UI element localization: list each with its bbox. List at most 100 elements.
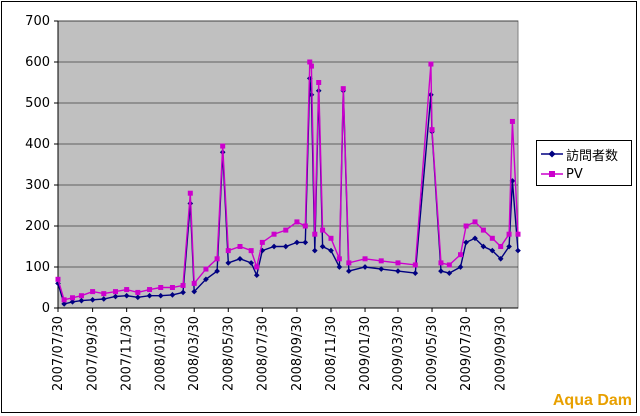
data-point-1 [283,227,289,233]
data-point-0 [237,255,243,262]
legend-label-visitors: 訪問者数 [566,148,619,164]
data-point-1 [506,231,512,237]
data-point-0 [378,266,385,272]
data-point-1 [489,235,495,241]
data-point-0 [169,292,176,298]
x-tick-label: 2009/03/30 [391,316,406,391]
data-point-1 [428,61,434,67]
data-point-1 [203,266,209,272]
y-tick-label: 400 [25,137,50,152]
data-point-1 [515,231,521,237]
data-point-1 [101,291,107,297]
data-point-0 [100,296,107,302]
data-point-0 [328,247,334,254]
data-point-1 [187,190,193,196]
data-point-1 [254,264,260,270]
data-point-1 [147,287,153,293]
data-point-0 [480,243,487,250]
legend: 訪問者数 PV [536,140,632,186]
data-point-1 [509,118,515,124]
x-tick-label: 2007/11/30 [120,316,135,391]
y-tick-label: 600 [25,55,50,70]
data-point-1 [312,231,318,237]
data-point-0 [472,235,478,242]
data-point-1 [395,260,401,266]
x-tick-label: 2008/03/30 [187,316,202,391]
data-point-1 [463,223,469,229]
data-point-1 [302,223,308,229]
data-point-0 [311,247,318,254]
data-point-1 [78,293,84,299]
data-point-1 [446,262,452,268]
data-point-0 [191,288,198,295]
data-point-0 [346,268,352,274]
data-point-0 [135,294,141,301]
data-point-1 [458,252,463,258]
x-tick-label: 2008/05/30 [221,316,236,391]
data-point-0 [225,260,232,266]
data-point-0 [157,292,164,299]
data-point-0 [294,239,300,246]
data-point-0 [457,264,464,270]
legend-swatch-pv [541,171,563,177]
data-point-1 [308,63,314,69]
legend-item-visitors: 訪問者数 [541,145,619,164]
data-point-0 [78,297,85,304]
data-point-0 [69,299,76,305]
data-point-0 [463,239,469,246]
data-point-1 [259,239,265,245]
legend-swatch-visitors [541,150,563,158]
data-point-1 [316,80,322,85]
data-point-1 [169,285,175,290]
watermark-text: Aqua Dam [552,392,632,409]
data-point-0 [506,243,512,250]
data-point-0 [446,270,453,276]
data-point-0 [336,264,343,270]
data-point-1 [472,219,478,225]
x-tick-label: 2009/09/30 [494,316,509,391]
data-point-0 [214,268,220,274]
data-point-1 [90,289,96,295]
data-point-1 [158,285,164,290]
data-point-1 [70,295,76,301]
data-point-1 [438,260,444,266]
data-point-0 [412,270,419,276]
data-point-1 [214,256,220,262]
data-point-1 [378,258,384,264]
data-point-0 [438,268,444,274]
y-tick-label: 300 [25,178,50,193]
data-point-1 [220,143,226,149]
x-tick-label: 2008/01/30 [154,316,169,391]
x-tick-label: 2009/05/30 [425,316,440,391]
legend-item-pv: PV [541,165,583,183]
data-point-1 [307,59,313,65]
data-point-1 [336,256,342,262]
data-point-0 [282,243,289,250]
x-tick-label: 2009/01/30 [358,316,373,391]
data-point-0 [203,276,209,283]
data-point-0 [489,247,496,254]
data-point-1 [412,262,418,268]
data-point-0 [319,243,326,250]
data-point-1 [480,227,486,233]
data-point-0 [248,260,254,266]
x-tick-label: 2009/07/30 [459,316,474,391]
y-tick-label: 200 [25,219,50,234]
data-point-1 [124,287,130,293]
data-point-0 [112,293,119,300]
data-point-1 [362,256,368,262]
data-point-0 [123,292,130,299]
y-tick-label: 500 [25,96,50,111]
data-point-1 [191,280,197,286]
data-point-1 [61,297,67,303]
data-point-1 [225,248,231,254]
data-point-1 [113,289,118,295]
data-point-1 [328,235,334,241]
y-tick-label: 100 [25,260,50,275]
y-tick-label: 0 [42,301,50,316]
data-point-0 [89,296,96,303]
data-point-0 [146,292,153,299]
data-point-0 [180,289,186,296]
data-point-0 [253,272,260,279]
